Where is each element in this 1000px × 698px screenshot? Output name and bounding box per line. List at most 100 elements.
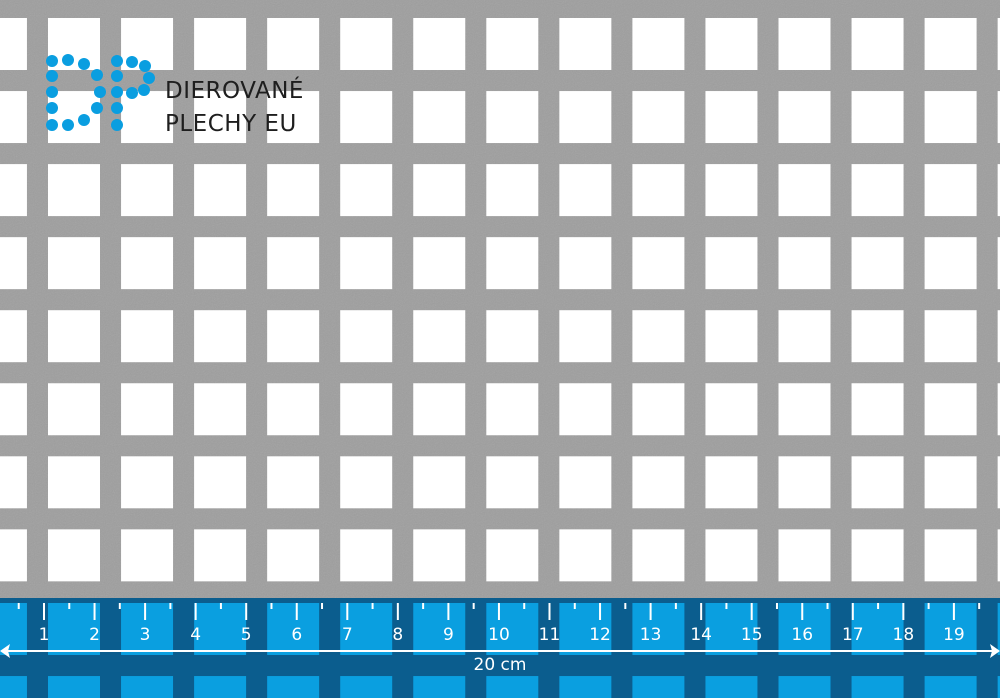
hole [0,91,27,144]
ruler-label: 4 [190,625,201,645]
logo-dot [46,102,58,114]
hole [340,529,393,582]
ruler-hole [413,676,466,698]
hole [778,529,831,582]
hole [267,456,320,509]
hole [267,18,320,70]
ruler-label: 16 [791,625,813,645]
hole [778,164,831,217]
hole [559,456,612,509]
ruler-hole [194,676,247,698]
hole [924,18,977,70]
ruler-hole [632,676,685,698]
hole [267,237,320,290]
hole [0,18,27,70]
hole [924,456,977,509]
hole [778,383,831,436]
ruler-label: 8 [392,625,403,645]
hole [486,456,539,509]
hole [851,310,904,363]
hole [413,237,466,290]
ruler-hole [486,603,539,655]
hole [559,91,612,144]
hole [997,237,1000,290]
ruler-hole [486,676,539,698]
ruler-hole [121,603,174,655]
ruler-hole [48,603,100,655]
hole [340,91,393,144]
ruler-hole [705,676,758,698]
hole [194,456,247,509]
hole [924,529,977,582]
ruler-hole [559,676,612,698]
hole [413,310,466,363]
hole [997,164,1000,217]
hole [851,237,904,290]
hole [0,237,27,290]
hole [48,91,100,144]
hole [340,456,393,509]
hole-grid [0,18,1000,582]
ruler-label: 6 [291,625,302,645]
arrow-left-icon [0,644,10,658]
logo-dot [62,119,74,131]
hole [997,310,1000,363]
hole [486,237,539,290]
ruler-label: 7 [342,625,353,645]
hole [705,18,758,70]
logo-monogram-icon [46,54,155,131]
hole [0,383,27,436]
hole [924,91,977,144]
arrow-right-icon [990,644,1000,658]
ruler-label: 5 [241,625,252,645]
hole [48,383,100,436]
ruler-hole [851,603,904,655]
hole [340,383,393,436]
hole [121,310,174,363]
hole [486,91,539,144]
logo-line-1: DIEROVANÉ [165,78,304,104]
hole [48,456,100,509]
hole [632,237,685,290]
ruler-label: 9 [443,625,454,645]
hole [267,383,320,436]
hole [486,18,539,70]
logo-dot [126,87,138,99]
ruler-hole [997,676,1000,698]
ruler-label: 2 [89,625,100,645]
hole [194,310,247,363]
hole [924,237,977,290]
hole [413,456,466,509]
ruler-label: 19 [943,625,965,645]
hole [924,383,977,436]
ruler-hole [0,676,27,698]
hole [194,237,247,290]
logo-dot [46,86,58,98]
logo-dot [78,58,90,70]
ruler-hole [194,603,247,655]
hole [194,91,247,144]
ruler-hole [413,603,466,655]
ruler-hole [340,603,393,655]
logo-dot [46,55,58,67]
hole [705,456,758,509]
hole [632,529,685,582]
hole [413,91,466,144]
hole [632,456,685,509]
hole [778,91,831,144]
logo-dot [78,114,90,126]
logo-dot [111,102,123,114]
hole [121,164,174,217]
ruler-label: 13 [640,625,662,645]
hole [997,383,1000,436]
hole [632,310,685,363]
logo-dot [143,72,155,84]
hole [778,456,831,509]
ruler-label: 1 [39,625,50,645]
hole [0,164,27,217]
hole [340,164,393,217]
ruler-hole [48,676,100,698]
logo-dot [138,84,150,96]
hole [559,164,612,217]
